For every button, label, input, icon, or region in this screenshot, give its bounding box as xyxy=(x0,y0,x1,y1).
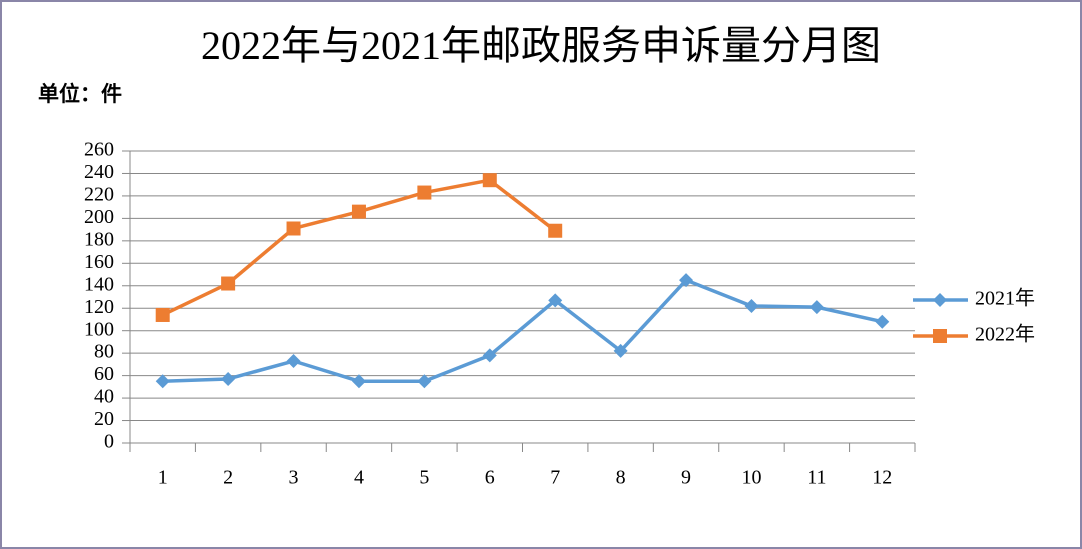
marker xyxy=(548,293,563,308)
x-tick-label: 1 xyxy=(158,467,168,489)
y-tick-label: 200 xyxy=(84,206,114,228)
marker xyxy=(613,343,628,358)
x-tick-label: 3 xyxy=(289,467,299,489)
x-tick-label: 6 xyxy=(485,467,495,489)
unit-label: 单位：件 xyxy=(38,82,122,106)
marker xyxy=(809,300,824,315)
chart-title: 2022年与2021年邮政服务申诉量分月图 xyxy=(201,23,881,68)
legend-label: 2021年 xyxy=(975,287,1035,310)
y-tick-label: 0 xyxy=(104,431,114,453)
marker xyxy=(933,293,947,307)
y-tick-label: 240 xyxy=(84,161,114,183)
marker xyxy=(221,276,236,291)
y-tick-label: 220 xyxy=(84,184,114,206)
y-tick-label: 120 xyxy=(84,296,114,318)
marker xyxy=(155,307,170,322)
marker xyxy=(933,329,947,343)
y-tick-label: 160 xyxy=(84,251,114,273)
marker xyxy=(417,185,432,200)
y-tick-label: 80 xyxy=(94,341,114,363)
x-tick-label: 11 xyxy=(807,467,826,489)
x-tick-label: 2 xyxy=(223,467,233,489)
legend-label: 2022年 xyxy=(975,323,1035,346)
x-tick-label: 4 xyxy=(354,467,364,489)
marker xyxy=(351,374,366,389)
marker xyxy=(482,348,497,363)
marker xyxy=(417,374,432,389)
marker xyxy=(679,273,694,288)
marker xyxy=(221,371,236,386)
series-line xyxy=(162,278,883,383)
x-tick-label: 9 xyxy=(681,467,691,489)
marker xyxy=(286,221,301,236)
marker xyxy=(286,354,301,369)
x-tick-label: 5 xyxy=(419,467,429,489)
marker xyxy=(875,314,890,329)
x-tick-label: 12 xyxy=(872,467,892,489)
x-tick-label: 10 xyxy=(741,467,761,489)
marker xyxy=(548,223,563,238)
y-tick-label: 100 xyxy=(84,318,114,340)
y-tick-label: 40 xyxy=(94,386,114,408)
x-tick-label: 7 xyxy=(550,467,560,489)
y-tick-label: 60 xyxy=(94,363,114,385)
y-tick-label: 140 xyxy=(84,273,114,295)
y-tick-label: 20 xyxy=(94,408,114,430)
marker xyxy=(155,374,170,389)
y-tick-label: 260 xyxy=(84,139,114,161)
marker xyxy=(351,204,366,219)
x-tick-label: 8 xyxy=(616,467,626,489)
marker xyxy=(482,173,497,188)
y-tick-label: 180 xyxy=(84,228,114,250)
marker xyxy=(744,298,759,313)
